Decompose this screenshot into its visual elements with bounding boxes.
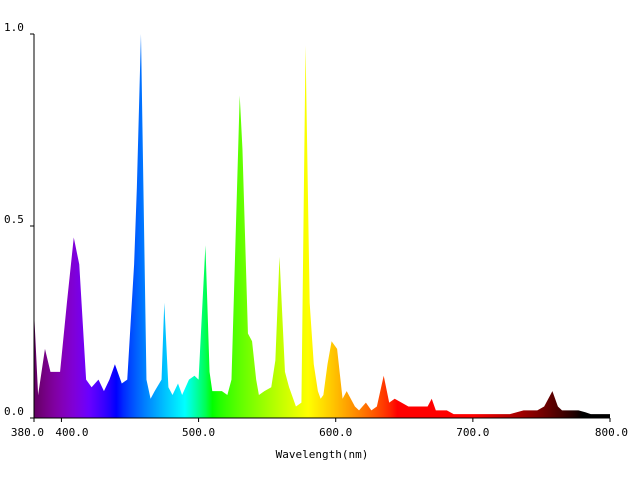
x-tick-label: 700.0 <box>456 426 489 439</box>
y-tick-label: 0.5 <box>4 213 24 226</box>
y-tick-label: 1.0 <box>4 21 24 34</box>
y-axis-ticks: 0.0 0.5 1.0 <box>4 21 34 419</box>
x-tick-label: 800.0 <box>595 426 628 439</box>
x-axis-ticks: 380.0 400.0 500.0 600.0 700.0 800.0 <box>11 418 628 439</box>
x-tick-label: 600.0 <box>319 426 352 439</box>
spectrum-area <box>34 34 610 418</box>
x-tick-label: 400.0 <box>55 426 88 439</box>
x-axis-title: Wavelength(nm) <box>276 448 369 461</box>
x-tick-label: 380.0 <box>11 426 44 439</box>
y-tick-label: 0.0 <box>4 405 24 418</box>
x-tick-label: 500.0 <box>182 426 215 439</box>
